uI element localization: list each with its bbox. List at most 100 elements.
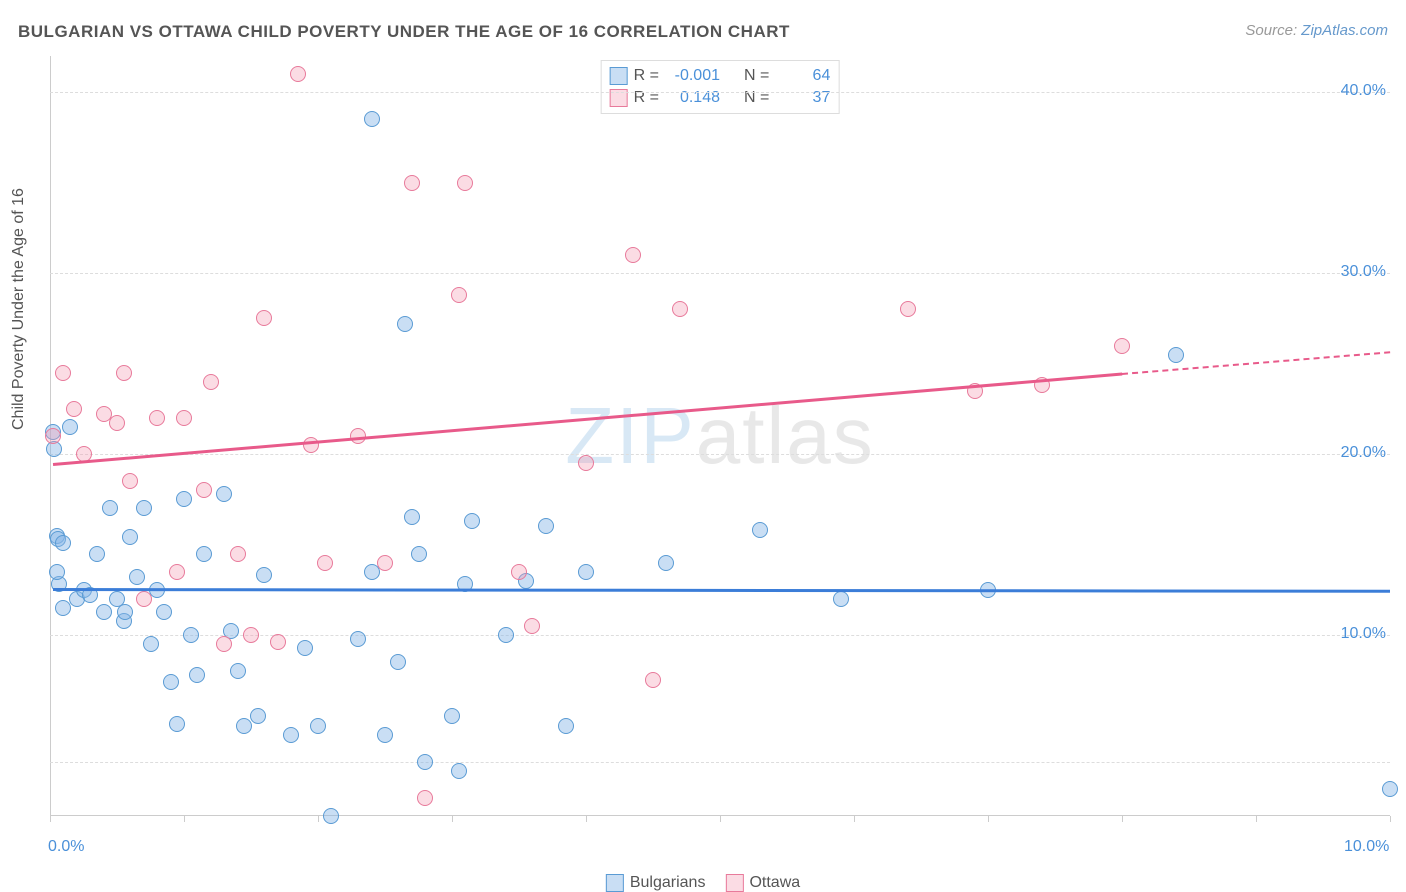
scatter-point	[317, 555, 333, 571]
gridline	[50, 762, 1390, 763]
scatter-point	[290, 66, 306, 82]
scatter-point	[96, 604, 112, 620]
scatter-point	[451, 763, 467, 779]
scatter-point	[297, 640, 313, 656]
scatter-point	[752, 522, 768, 538]
correlation-legend: R = -0.001 N = 64 R = 0.148 N = 37	[601, 60, 840, 114]
scatter-point	[538, 518, 554, 534]
scatter-point	[404, 509, 420, 525]
scatter-point	[216, 636, 232, 652]
r-value-pink: 0.148	[665, 87, 720, 109]
y-tick-label: 20.0%	[1341, 444, 1386, 462]
scatter-point	[404, 175, 420, 191]
r-value-blue: -0.001	[665, 65, 720, 87]
scatter-point	[230, 663, 246, 679]
scatter-point	[196, 482, 212, 498]
scatter-point	[578, 455, 594, 471]
scatter-point	[377, 555, 393, 571]
x-tick	[1390, 816, 1391, 822]
y-tick-label: 40.0%	[1341, 82, 1386, 100]
scatter-point	[45, 428, 61, 444]
scatter-point	[189, 667, 205, 683]
source-link[interactable]: ZipAtlas.com	[1301, 22, 1388, 39]
x-tick	[1256, 816, 1257, 822]
scatter-point	[310, 718, 326, 734]
scatter-point	[645, 672, 661, 688]
scatter-point	[833, 591, 849, 607]
r-label: R =	[634, 87, 659, 109]
x-tick	[184, 816, 185, 822]
scatter-point	[625, 247, 641, 263]
scatter-point	[256, 310, 272, 326]
scatter-point	[176, 410, 192, 426]
x-tick-label: 10.0%	[1344, 838, 1389, 856]
watermark: ZIPatlas	[565, 390, 874, 482]
scatter-point	[183, 627, 199, 643]
scatter-point	[411, 546, 427, 562]
scatter-point	[256, 567, 272, 583]
x-tick	[318, 816, 319, 822]
x-tick	[50, 816, 51, 822]
swatch-blue-icon	[606, 874, 624, 892]
scatter-point	[163, 674, 179, 690]
scatter-point	[1382, 781, 1398, 797]
scatter-point	[511, 564, 527, 580]
scatter-point	[658, 555, 674, 571]
scatter-point	[350, 631, 366, 647]
scatter-point	[323, 808, 339, 824]
n-label: N =	[744, 87, 769, 109]
scatter-point	[169, 716, 185, 732]
scatter-point	[270, 634, 286, 650]
scatter-point	[149, 410, 165, 426]
scatter-point	[62, 419, 78, 435]
scatter-point	[49, 564, 65, 580]
scatter-point	[216, 486, 232, 502]
r-label: R =	[634, 65, 659, 87]
scatter-point	[136, 591, 152, 607]
y-tick-label: 10.0%	[1341, 625, 1386, 643]
x-tick	[586, 816, 587, 822]
scatter-point	[417, 754, 433, 770]
scatter-point	[303, 437, 319, 453]
scatter-point	[102, 500, 118, 516]
x-tick-label: 0.0%	[48, 838, 84, 856]
scatter-point	[900, 301, 916, 317]
trend-line	[1122, 351, 1390, 375]
legend-item-ottawa: Ottawa	[725, 874, 800, 892]
plot-area: ZIPatlas R = -0.001 N = 64 R = 0.148 N =…	[50, 56, 1390, 816]
scatter-point	[397, 316, 413, 332]
scatter-point	[451, 287, 467, 303]
scatter-point	[66, 401, 82, 417]
source-prefix: Source:	[1245, 22, 1301, 39]
scatter-point	[116, 365, 132, 381]
gridline	[50, 273, 1390, 274]
series-legend: Bulgarians Ottawa	[606, 874, 800, 892]
x-tick	[988, 816, 989, 822]
scatter-point	[1168, 347, 1184, 363]
scatter-point	[230, 546, 246, 562]
scatter-point	[122, 473, 138, 489]
scatter-point	[283, 727, 299, 743]
n-label: N =	[744, 65, 769, 87]
scatter-point	[524, 618, 540, 634]
scatter-point	[672, 301, 688, 317]
swatch-pink-icon	[725, 874, 743, 892]
x-tick	[854, 816, 855, 822]
scatter-point	[558, 718, 574, 734]
scatter-point	[203, 374, 219, 390]
legend-label: Bulgarians	[630, 874, 706, 892]
n-value-pink: 37	[775, 87, 830, 109]
scatter-point	[196, 546, 212, 562]
scatter-point	[55, 365, 71, 381]
legend-item-bulgarians: Bulgarians	[606, 874, 706, 892]
correlation-row-pink: R = 0.148 N = 37	[610, 87, 831, 109]
chart-title: BULGARIAN VS OTTAWA CHILD POVERTY UNDER …	[18, 22, 790, 42]
scatter-point	[390, 654, 406, 670]
x-tick	[452, 816, 453, 822]
legend-label: Ottawa	[749, 874, 800, 892]
scatter-point	[250, 708, 266, 724]
x-tick	[1122, 816, 1123, 822]
scatter-point	[122, 529, 138, 545]
gridline	[50, 454, 1390, 455]
scatter-point	[457, 175, 473, 191]
